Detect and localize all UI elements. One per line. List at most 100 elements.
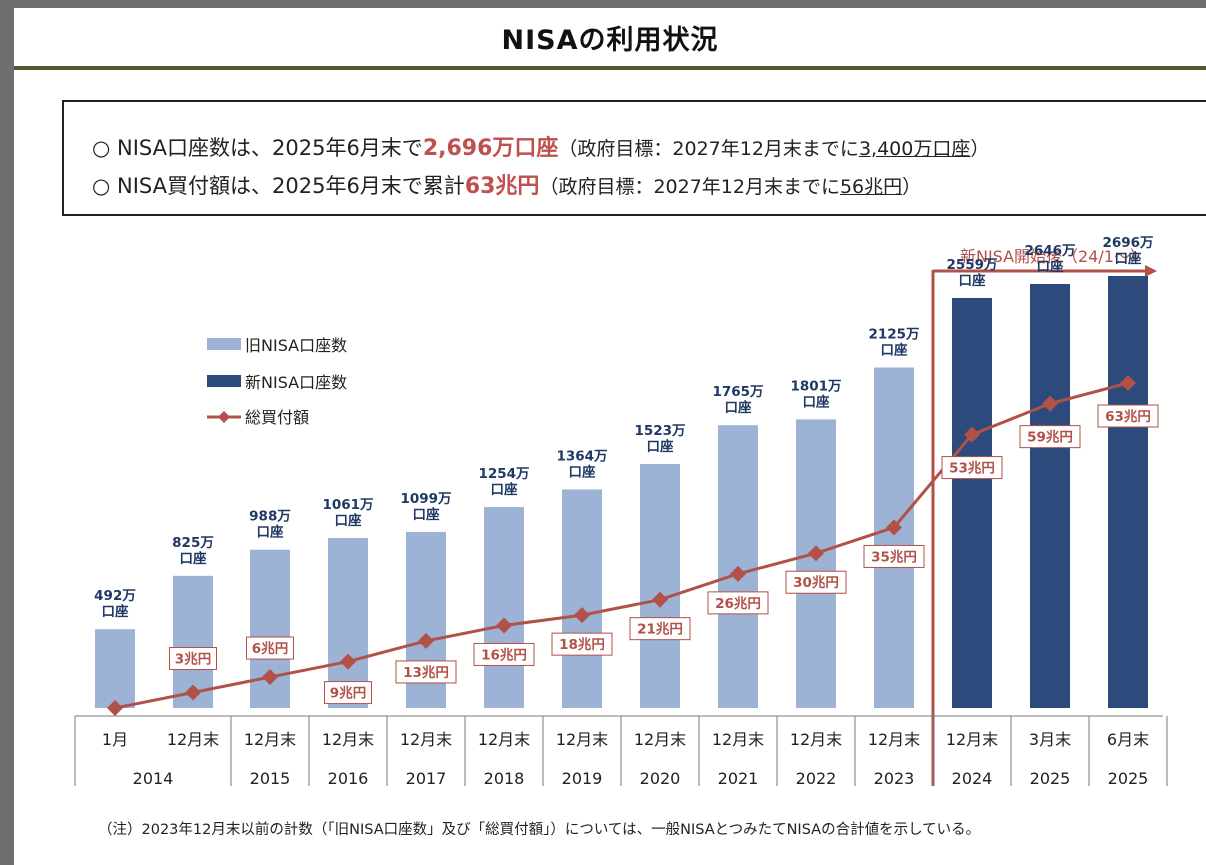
x-year-label: 2017 [406, 769, 447, 788]
x-tick-label: 12月末 [946, 730, 998, 749]
bar-value-label: 1801万 [790, 378, 841, 394]
x-tick-label: 12月末 [244, 730, 296, 749]
x-tick-label: 1月 [102, 730, 128, 749]
summary-purchases-goal-suffix: ） [902, 176, 922, 198]
summary-line-accounts: ○ NISA口座数は、2025年6月末で2,696万口座（政府目標：2027年1… [92, 130, 989, 162]
x-tick-label: 12月末 [790, 730, 842, 749]
line-point [730, 565, 746, 582]
bar-value-label: 2125万 [868, 326, 919, 342]
line-value-label: 9兆円 [330, 686, 366, 702]
bar-unit-label: 口座 [647, 438, 675, 455]
bar-value-label: 1099万 [400, 491, 451, 507]
summary-line-purchases: ○ NISA買付額は、2025年6月末で累計63兆円（政府目標：2027年12月… [92, 168, 921, 200]
summary-accounts-highlight: 2,696万口座 [422, 136, 559, 161]
line-point [262, 669, 278, 686]
bar [640, 463, 680, 708]
summary-purchases-text: NISA買付額は、2025年6月末で累計 [117, 174, 465, 198]
x-year-label: 2018 [484, 769, 525, 788]
summary-accounts-goal-suffix: ） [970, 138, 990, 160]
x-year-label: 2014 [133, 769, 174, 788]
purchase-line [114, 381, 1129, 710]
legend-line-marker [218, 411, 230, 423]
bar-value-label: 988万 [249, 509, 291, 525]
x-tick-label: 12月末 [556, 730, 608, 749]
bar-unit-label: 口座 [725, 399, 753, 416]
new-nisa-arrowhead [1145, 265, 1157, 277]
footnote: （注）2023年12月末以前の計数（「旧NISA口座数」及び「総買付額」）につい… [98, 822, 981, 838]
line-point [652, 591, 668, 608]
line-point [418, 632, 434, 649]
x-tick-label: 3月末 [1029, 730, 1071, 749]
line-point [1042, 395, 1058, 412]
bar [874, 367, 914, 708]
bar-unit-label: 口座 [959, 272, 987, 289]
bar-value-label: 1254万 [478, 466, 529, 482]
bar-value-label: 825万 [172, 535, 214, 551]
legend-label-old: 旧NISA口座数 [245, 336, 347, 355]
bar-value-label: 1364万 [556, 448, 607, 464]
line-value-label: 21兆円 [637, 622, 683, 638]
x-tick-label: 12月末 [400, 730, 452, 749]
bar-unit-label: 口座 [335, 512, 362, 529]
x-year-label: 2021 [718, 769, 759, 788]
x-year-label: 2025 [1108, 769, 1149, 788]
title-bar: NISAの利用状況 [14, 8, 1206, 70]
x-year-label: 2016 [328, 769, 369, 788]
line-value-box [785, 570, 847, 594]
summary-accounts-text: NISA口座数は、2025年6月末で [117, 136, 423, 160]
line-point [886, 519, 902, 536]
bar [484, 507, 524, 708]
bar-value-label: 492万 [94, 588, 136, 604]
bar [95, 629, 135, 708]
legend-swatch-old [207, 338, 241, 350]
new-nisa-annotation: 新NISA開始後（24/1～） [960, 247, 1146, 266]
bar-value-label: 1523万 [634, 423, 685, 439]
bar-value-label: 1061万 [322, 497, 373, 513]
bar [328, 537, 368, 708]
bar [796, 419, 836, 708]
bar-unit-label: 口座 [1037, 258, 1065, 275]
line-value-box [1097, 404, 1159, 428]
x-tick-label: 12月末 [322, 730, 374, 749]
bar-unit-label: 口座 [569, 463, 597, 480]
line-value-label: 63兆円 [1105, 409, 1151, 425]
bar-unit-label: 口座 [491, 481, 519, 498]
line-value-label: 53兆円 [949, 461, 995, 477]
line-point [185, 684, 201, 701]
bar-unit-label: 口座 [1115, 250, 1143, 267]
x-year-label: 2025 [1030, 769, 1071, 788]
page: NISAの利用状況 ○ NISA口座数は、2025年6月末で2,696万口座（政… [14, 8, 1206, 865]
bar-unit-label: 口座 [180, 550, 207, 567]
line-value-box [863, 544, 925, 568]
line-value-label: 30兆円 [793, 575, 839, 591]
legend-swatch-new [207, 375, 241, 387]
line-point [808, 545, 824, 562]
bar [1108, 276, 1148, 708]
bar-unit-label: 口座 [257, 524, 284, 541]
bar-unit-label: 口座 [102, 603, 129, 620]
x-year-label: 2015 [250, 769, 291, 788]
x-year-label: 2023 [874, 769, 915, 788]
summary-box: ○ NISA口座数は、2025年6月末で2,696万口座（政府目標：2027年1… [62, 100, 1206, 216]
summary-purchases-goal-value: 56兆円 [839, 176, 903, 198]
line-value-label: 35兆円 [871, 549, 917, 565]
bar [562, 489, 602, 708]
line-value-box [629, 617, 691, 641]
x-tick-label: 12月末 [868, 730, 920, 749]
summary-purchases-highlight: 63兆円 [464, 174, 540, 199]
line-value-label: 3兆円 [175, 652, 211, 668]
x-tick-label: 6月末 [1107, 730, 1149, 749]
x-tick-label: 12月末 [634, 730, 686, 749]
line-value-box [1019, 425, 1081, 449]
line-point [1120, 375, 1136, 391]
x-year-label: 2019 [562, 769, 603, 788]
bar [1030, 284, 1070, 708]
summary-accounts-goal-value: 3,400万口座 [858, 138, 971, 160]
bar-value-label: 1765万 [712, 384, 763, 400]
line-point [574, 607, 590, 624]
line-value-box [169, 647, 217, 671]
line-value-label: 26兆円 [715, 596, 761, 612]
x-year-label: 2020 [640, 769, 681, 788]
x-year-label: 2022 [796, 769, 837, 788]
summary-purchases-goal-prefix: （政府目標：2027年12月末までに [539, 176, 840, 198]
